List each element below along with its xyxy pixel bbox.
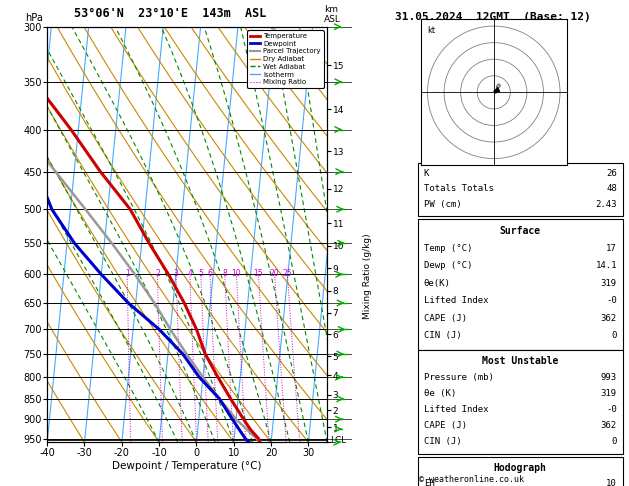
Text: 14.1: 14.1 [596, 261, 617, 270]
Bar [418, 350, 623, 454]
Text: 17: 17 [606, 244, 617, 253]
Text: 319: 319 [601, 279, 617, 288]
Text: LCL: LCL [330, 436, 346, 445]
Text: 26: 26 [606, 169, 617, 178]
Text: 31.05.2024  12GMT  (Base: 12): 31.05.2024 12GMT (Base: 12) [395, 12, 591, 22]
Text: CIN (J): CIN (J) [424, 331, 461, 340]
Text: © weatheronline.co.uk: © weatheronline.co.uk [420, 474, 524, 484]
Text: -0: -0 [606, 405, 617, 414]
Text: 2: 2 [155, 269, 160, 278]
Text: 25: 25 [282, 269, 292, 278]
Text: 48: 48 [606, 184, 617, 193]
Text: 0: 0 [611, 437, 617, 446]
Text: CAPE (J): CAPE (J) [424, 314, 467, 323]
Text: kt: kt [428, 26, 436, 35]
Text: EH: EH [424, 479, 435, 486]
Text: 53°06'N  23°10'E  143m  ASL: 53°06'N 23°10'E 143m ASL [74, 7, 266, 20]
Text: Pressure (mb): Pressure (mb) [424, 373, 494, 382]
Text: CIN (J): CIN (J) [424, 437, 461, 446]
Text: CAPE (J): CAPE (J) [424, 421, 467, 430]
Text: Dewp (°C): Dewp (°C) [424, 261, 472, 270]
Text: 10: 10 [231, 269, 242, 278]
Text: -0: -0 [606, 296, 617, 305]
Text: 4: 4 [187, 269, 192, 278]
Text: Hodograph: Hodograph [494, 463, 547, 473]
Text: 993: 993 [601, 373, 617, 382]
Text: 362: 362 [601, 314, 617, 323]
Text: 10: 10 [606, 479, 617, 486]
Text: Totals Totals: Totals Totals [424, 184, 494, 193]
Text: 5: 5 [198, 269, 203, 278]
Text: K: K [424, 169, 429, 178]
Text: PW (cm): PW (cm) [424, 200, 461, 208]
Text: 319: 319 [601, 389, 617, 398]
Legend: Temperature, Dewpoint, Parcel Trajectory, Dry Adiabat, Wet Adiabat, Isotherm, Mi: Temperature, Dewpoint, Parcel Trajectory… [247, 30, 323, 88]
Text: 6: 6 [208, 269, 213, 278]
Text: 2.43: 2.43 [596, 200, 617, 208]
Text: Lifted Index: Lifted Index [424, 296, 488, 305]
Text: 362: 362 [601, 421, 617, 430]
Text: Most Unstable: Most Unstable [482, 356, 559, 366]
Text: 8: 8 [222, 269, 227, 278]
Text: Surface: Surface [500, 226, 541, 236]
Bar [418, 163, 623, 216]
Text: 0: 0 [611, 331, 617, 340]
Text: 3: 3 [174, 269, 179, 278]
Text: 1: 1 [125, 269, 130, 278]
Bar [418, 219, 623, 350]
Text: hPa: hPa [25, 13, 43, 22]
Text: 15: 15 [253, 269, 264, 278]
Text: θe(K): θe(K) [424, 279, 450, 288]
Bar [418, 457, 623, 486]
Text: km
ASL: km ASL [324, 5, 341, 23]
Text: 20: 20 [270, 269, 279, 278]
Text: Lifted Index: Lifted Index [424, 405, 488, 414]
Text: Temp (°C): Temp (°C) [424, 244, 472, 253]
Text: Mixing Ratio (g/kg): Mixing Ratio (g/kg) [364, 233, 372, 319]
Text: θe (K): θe (K) [424, 389, 456, 398]
X-axis label: Dewpoint / Temperature (°C): Dewpoint / Temperature (°C) [113, 461, 262, 470]
